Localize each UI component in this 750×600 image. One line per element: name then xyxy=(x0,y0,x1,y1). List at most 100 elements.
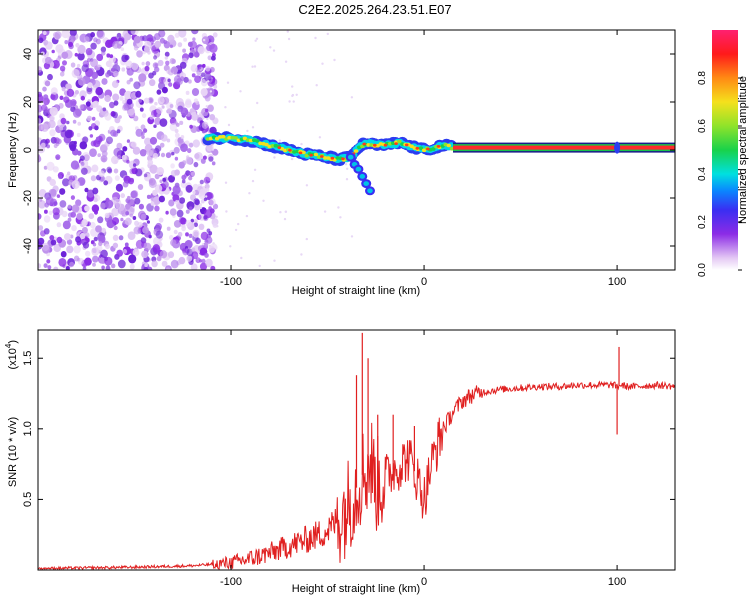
noise-blob xyxy=(174,169,180,175)
noise-blob xyxy=(68,218,72,222)
faint-dot xyxy=(254,169,256,171)
faint-dot xyxy=(246,215,248,217)
noise-blob xyxy=(201,72,205,77)
trace-peak xyxy=(278,146,282,149)
noise-blob xyxy=(155,223,162,230)
noise-blob xyxy=(97,30,105,39)
faint-dot xyxy=(248,192,250,194)
noise-blob xyxy=(162,178,166,182)
noise-blob xyxy=(65,83,70,89)
faint-dot xyxy=(306,238,308,240)
noise-blob xyxy=(182,224,186,228)
noise-blob xyxy=(105,244,110,250)
noise-blob xyxy=(126,160,129,164)
noise-blob xyxy=(185,232,189,236)
noise-blob xyxy=(179,257,186,264)
noise-blob xyxy=(201,158,206,164)
noise-blob xyxy=(90,59,98,68)
noise-blob xyxy=(200,180,204,185)
noise-blob xyxy=(147,149,153,156)
noise-blob xyxy=(97,153,101,157)
noise-blob xyxy=(80,104,84,109)
noise-blob xyxy=(170,45,173,49)
noise-blob xyxy=(120,193,125,198)
faint-dot xyxy=(285,61,287,63)
noise-blob xyxy=(136,50,143,57)
noise-blob xyxy=(159,196,165,203)
noise-blob xyxy=(92,204,99,212)
faint-dot xyxy=(337,206,339,208)
noise-blob xyxy=(110,130,116,137)
noise-blob xyxy=(141,251,148,259)
noise-blob xyxy=(93,243,96,247)
noise-blob xyxy=(92,263,96,267)
trace-peak xyxy=(405,144,409,147)
faint-dot xyxy=(262,200,264,202)
noise-blob xyxy=(200,188,206,195)
trace-peak xyxy=(331,157,335,160)
colorbar-tick-label: 0.2 xyxy=(697,215,708,229)
noise-blob xyxy=(148,160,154,166)
faint-dot xyxy=(252,126,254,128)
noise-blob xyxy=(119,96,123,101)
noise-blob xyxy=(191,64,198,72)
faint-dot xyxy=(203,39,205,41)
noise-blob xyxy=(168,82,172,87)
noise-blob xyxy=(96,137,100,141)
noise-blob xyxy=(194,231,199,237)
noise-blob xyxy=(166,152,171,158)
noise-blob xyxy=(75,43,79,48)
noise-blob xyxy=(205,66,210,72)
faint-dot xyxy=(256,102,258,104)
colorbar-tick-label: 0.6 xyxy=(697,119,708,133)
noise-blob xyxy=(62,211,68,217)
noise-blob xyxy=(167,227,171,231)
trace-peak xyxy=(394,142,398,145)
noise-blob xyxy=(48,120,55,128)
noise-blob xyxy=(161,134,168,141)
noise-blob xyxy=(204,242,208,247)
noise-blob xyxy=(182,49,186,53)
snr-y-multiplier-base: (x10 xyxy=(7,348,19,369)
noise-blob xyxy=(122,155,127,160)
noise-blob xyxy=(111,264,115,269)
faint-dot xyxy=(225,210,227,212)
faint-dot xyxy=(205,195,207,197)
noise-blob xyxy=(92,72,99,79)
noise-blob xyxy=(167,108,172,114)
noise-blob xyxy=(87,116,92,121)
noise-blob xyxy=(127,139,130,143)
noise-blob xyxy=(125,218,132,226)
noise-blob xyxy=(127,99,133,105)
noise-blob xyxy=(114,226,118,230)
colorbar: 0.00.20.40.60.8 Normalized spectral ampl… xyxy=(697,30,749,277)
x-tick-label: 0 xyxy=(421,576,427,588)
noise-blob xyxy=(42,87,47,92)
faint-dot xyxy=(239,90,241,92)
trace-peak xyxy=(416,147,420,150)
noise-blob xyxy=(81,96,85,101)
noise-blob xyxy=(151,260,157,267)
noise-blob xyxy=(174,230,178,234)
noise-blob xyxy=(61,118,67,124)
noise-blob xyxy=(175,200,179,205)
noise-blob xyxy=(158,60,164,66)
noise-blob xyxy=(69,141,77,150)
colorbar-tick-label: 0.8 xyxy=(697,71,708,85)
noise-blob xyxy=(156,231,163,239)
snr-y-label: SNR (10 * v/v) xyxy=(7,417,19,487)
noise-blob xyxy=(175,133,180,138)
faint-dot xyxy=(346,168,348,170)
faint-dot xyxy=(273,49,275,51)
noise-blob xyxy=(57,194,60,198)
noise-blob xyxy=(44,263,48,268)
noise-blob xyxy=(180,143,188,152)
faint-dot xyxy=(284,218,286,220)
noise-blob xyxy=(103,107,107,111)
noise-blob xyxy=(179,197,185,204)
trace-peak xyxy=(384,144,388,147)
noise-blob xyxy=(105,266,111,272)
y-tick-label: -20 xyxy=(22,190,34,206)
noise-blob xyxy=(105,213,110,218)
noise-blob xyxy=(156,114,160,118)
